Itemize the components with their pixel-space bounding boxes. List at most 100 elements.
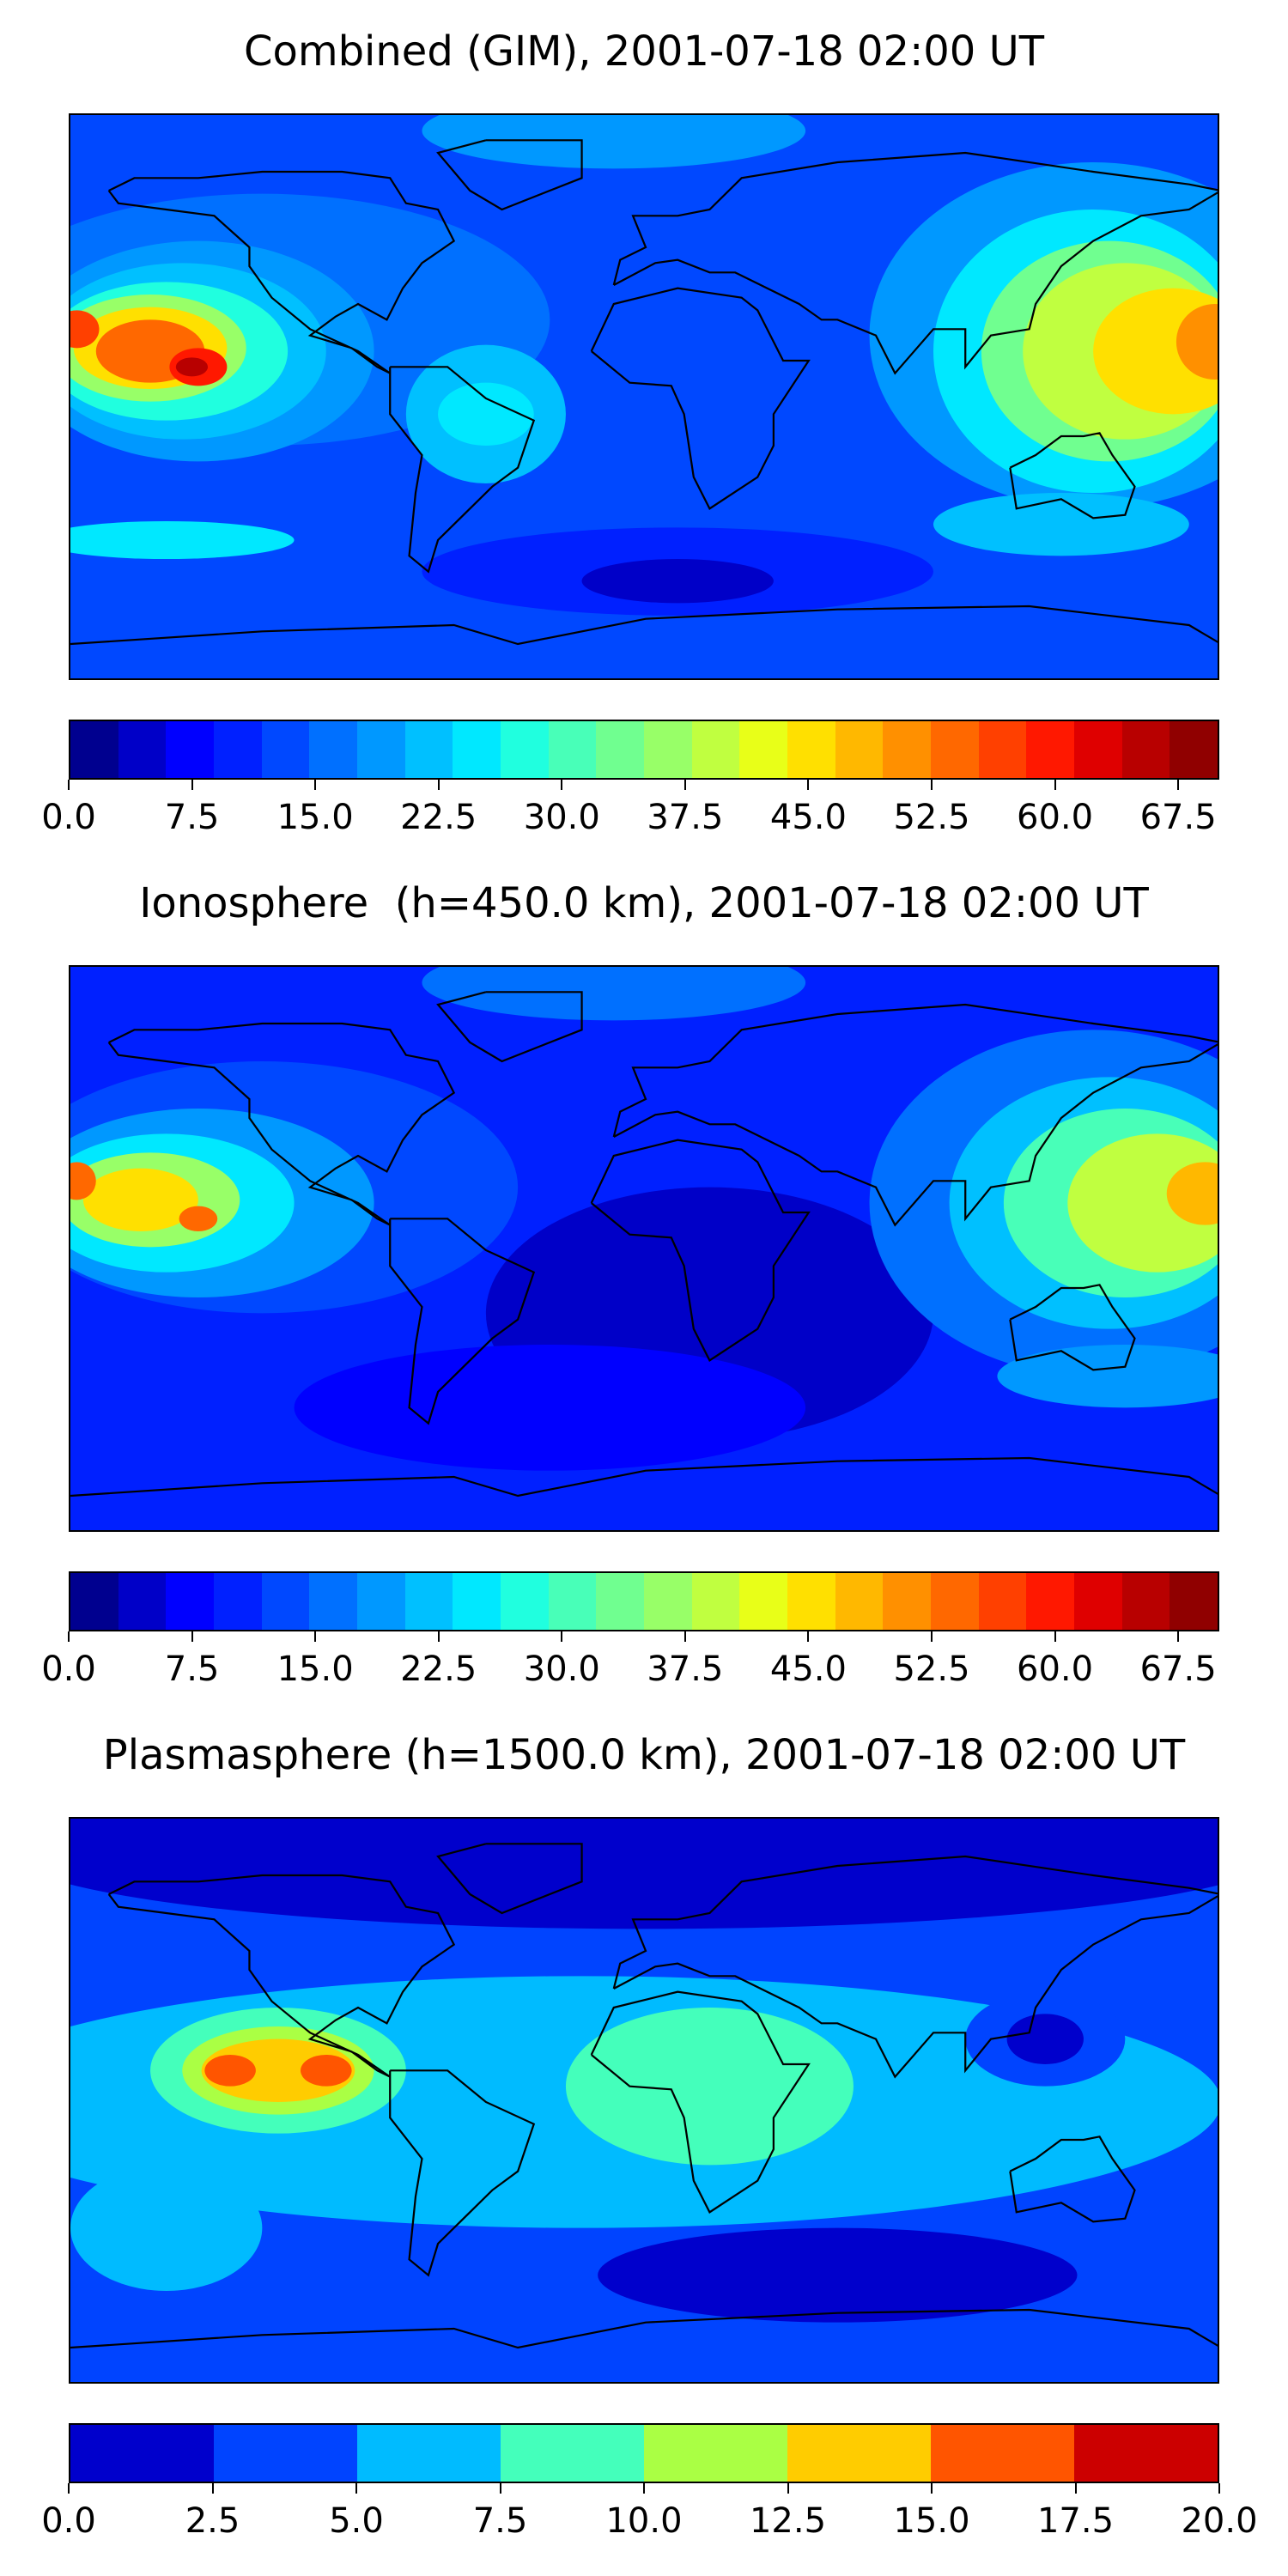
colorbar-tick <box>314 780 317 790</box>
ionosphere-colorbar-ticks: 0.0 7.5 15.0 22.5 30.0 37.5 45.0 52.5 60.0 67.5 <box>41 1631 1219 1700</box>
coastline <box>70 2308 1218 2349</box>
colorbar-swatch <box>1074 1573 1122 1630</box>
colorbar-tick <box>191 780 193 790</box>
field-contour <box>179 1206 218 1231</box>
field-contour <box>1166 1162 1218 1225</box>
colorbar-swatch <box>357 2425 501 2482</box>
colorbar-swatch <box>261 721 310 778</box>
colorbar-swatch <box>1170 1573 1218 1630</box>
coastline <box>612 1003 1218 1227</box>
coastline <box>70 605 1218 646</box>
colorbar-swatch <box>931 2425 1074 2482</box>
colorbar-swatch <box>214 1573 262 1630</box>
colorbar-tick <box>1177 1631 1180 1642</box>
colorbar-swatch <box>309 721 358 778</box>
colorbar-tick-label: 20.0 <box>1181 2501 1258 2541</box>
colorbar-tick-label: 30.0 <box>523 798 600 837</box>
coastline <box>70 1456 1218 1498</box>
colorbar-tick <box>191 1631 193 1642</box>
colorbar-swatch <box>978 1573 1027 1630</box>
colorbar-swatch <box>787 2425 931 2482</box>
colorbar-tick <box>561 780 563 790</box>
field-contour <box>70 521 295 559</box>
colorbar-tick <box>1218 2483 1220 2494</box>
coastline <box>1009 2136 1136 2223</box>
combined-map-svg <box>70 115 1218 678</box>
colorbar-swatch <box>644 2425 787 2482</box>
coastline <box>590 1990 811 2214</box>
colorbar-swatch <box>978 721 1027 778</box>
colorbar-swatch <box>166 721 215 778</box>
coastline <box>590 1139 811 1362</box>
colorbar-tick <box>1054 1631 1056 1642</box>
colorbar-tick-label: 2.5 <box>185 2501 240 2541</box>
colorbar-tick-label: 17.5 <box>1036 2501 1115 2541</box>
colorbar-tick <box>437 780 440 790</box>
colorbar-swatch <box>404 721 453 778</box>
colorbar-tick <box>683 780 686 790</box>
colorbar-tick <box>68 1631 70 1642</box>
field-contour <box>933 493 1189 556</box>
colorbar-tick <box>68 2483 70 2494</box>
colorbar-tick <box>931 780 933 790</box>
colorbar-tick-label: 52.5 <box>893 1649 970 1689</box>
field-contour <box>301 2055 352 2087</box>
colorbar-swatch <box>787 721 835 778</box>
colorbar-swatch <box>404 1573 453 1630</box>
coastline <box>1009 432 1136 519</box>
colorbar-swatch <box>501 2425 644 2482</box>
plasmasphere-map <box>69 1817 1219 2384</box>
coastline <box>1009 1284 1136 1371</box>
colorbar-swatch <box>1074 721 1122 778</box>
coastline <box>389 366 536 574</box>
colorbar-tick <box>211 2483 214 2494</box>
coastline <box>436 991 583 1063</box>
coastline <box>107 1022 456 1226</box>
colorbar-swatch <box>1170 721 1218 778</box>
colorbar-tick-label: 67.5 <box>1139 1649 1217 1689</box>
colorbar-tick <box>355 2483 357 2494</box>
colorbar-tick-label: 5.0 <box>329 2501 384 2541</box>
colorbar-swatch <box>1074 2425 1218 2482</box>
colorbar-tick <box>1177 780 1180 790</box>
colorbar-swatch <box>931 1573 979 1630</box>
colorbar-tick <box>787 2483 789 2494</box>
coastline <box>436 139 583 211</box>
field-contour <box>422 115 806 169</box>
colorbar-tick <box>314 1631 317 1642</box>
ionosphere-panel: Ionosphere (h=450.0 km), 2001-07-18 02:0… <box>0 852 1288 1710</box>
field-contour <box>598 2227 1078 2323</box>
colorbar-tick-label: 60.0 <box>1017 798 1094 837</box>
colorbar-swatch <box>691 721 740 778</box>
colorbar-swatch <box>357 721 405 778</box>
field-contour <box>294 1345 806 1471</box>
colorbar-swatch <box>548 721 597 778</box>
colorbar-swatch <box>166 1573 215 1630</box>
colorbar-tick-label: 22.5 <box>400 1649 477 1689</box>
colorbar-tick <box>683 1631 686 1642</box>
colorbar-swatch <box>453 1573 501 1630</box>
plasmasphere-panel: Plasmasphere (h=1500.0 km), 2001-07-18 0… <box>0 1704 1288 2562</box>
colorbar-swatch <box>739 721 788 778</box>
colorbar-swatch <box>548 1573 597 1630</box>
combined-title: Combined (GIM), 2001-07-18 02:00 UT <box>243 27 1045 76</box>
colorbar-tick-label: 7.5 <box>164 1649 220 1689</box>
colorbar-tick-label: 7.5 <box>164 798 220 837</box>
colorbar-tick-label: 22.5 <box>400 798 477 837</box>
colorbar-tick-label: 30.0 <box>523 1649 600 1689</box>
colorbar-tick-label: 52.5 <box>893 798 970 837</box>
plasmasphere-title: Plasmasphere (h=1500.0 km), 2001-07-18 0… <box>102 1731 1186 1779</box>
coastline <box>612 1855 1218 2079</box>
colorbar-tick-label: 0.0 <box>41 1649 96 1689</box>
field-contour <box>565 2008 854 2166</box>
colorbar-tick <box>807 1631 810 1642</box>
colorbar-swatch <box>644 1573 692 1630</box>
field-contour <box>70 310 100 349</box>
coastline <box>590 287 811 510</box>
colorbar-swatch <box>835 1573 884 1630</box>
field-contour <box>82 1168 198 1231</box>
combined-panel: Combined (GIM), 2001-07-18 02:00 UT 0.0 7… <box>0 0 1288 859</box>
colorbar-tick <box>437 1631 440 1642</box>
colorbar-tick-label: 60.0 <box>1017 1649 1094 1689</box>
ionosphere-map-svg <box>70 967 1218 1530</box>
